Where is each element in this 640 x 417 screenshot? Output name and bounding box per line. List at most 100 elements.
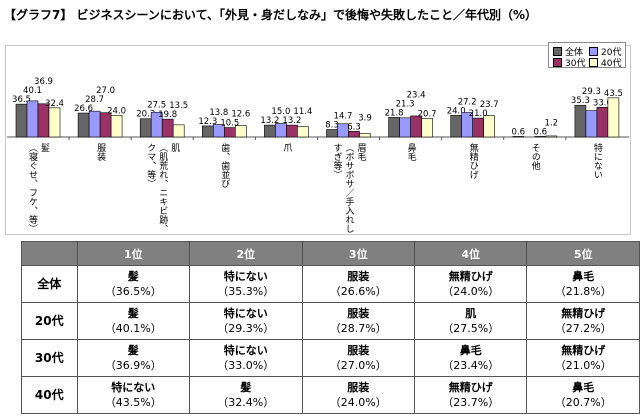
data-label: 27.2 (458, 97, 477, 107)
table-row: 40代 特にない （43.5%） 髪 （32.4%） 服装 （24.0%） 無精ひげ （23.7… (21, 376, 640, 414)
bar (297, 126, 309, 138)
item-percent: （35.3%） (217, 285, 275, 298)
data-label: 23.7 (480, 100, 499, 110)
column-header: 5位 (526, 241, 640, 266)
category-label: 歯、歯並び (218, 143, 230, 235)
rank-cell: 無精ひげ （24.0%） (413, 265, 528, 303)
legend: 全体 20代 30代 40代 (548, 42, 626, 69)
bar (574, 104, 587, 138)
legend-label: 20代 (601, 48, 622, 58)
rank-cell: 髪 （32.4%） (189, 376, 303, 414)
bar (326, 129, 338, 138)
data-label: 11.4 (293, 107, 312, 117)
item-percent: （24.0%） (329, 396, 387, 409)
data-label: 6.3 (347, 122, 361, 132)
table-row: 20代 髪 （40.1%） 特にない （29.3%） 服装 （28.7%） 肌 （27.5%） 無… (21, 302, 640, 340)
rank-cell: 服装 （24.0%） (301, 376, 416, 414)
item-name: 肌 (465, 307, 477, 320)
legend-item: 20代 (589, 45, 621, 58)
item-name: 無精ひげ (561, 307, 606, 320)
bar (15, 103, 28, 138)
data-label: 24.0 (107, 106, 126, 116)
bar (512, 136, 525, 138)
data-label: 29.3 (582, 87, 601, 97)
bar (139, 118, 152, 138)
category-main: その他 (529, 143, 540, 170)
bar (483, 115, 496, 138)
bar (264, 124, 276, 138)
data-label: 40.1 (23, 86, 42, 96)
item-name: 特にない (223, 270, 268, 283)
item-name: 髪 (127, 270, 139, 283)
item-name: 服装 (347, 344, 370, 357)
column-header: 2位 (189, 241, 303, 266)
data-label: 8.3 (325, 121, 339, 131)
item-percent: （20.7%） (554, 396, 612, 409)
bar-chart: 36.540.136.9 32.4 26.628.727.0 24.0 20.327.5… (7, 77, 629, 140)
bar (450, 115, 463, 138)
legend-label: 40代 (601, 59, 622, 69)
category-main: 歯、歯並び (219, 143, 230, 188)
bar (388, 117, 400, 138)
category-sub: （肌荒れ、ニキビ跡、クマ、等） (145, 143, 168, 233)
category-label: 特にない (591, 143, 603, 235)
bar (585, 110, 598, 138)
category-label: 無精ひげ (467, 143, 479, 235)
bar (359, 133, 371, 138)
category-sub: （ボサボサ／手入れしすぎ等） (331, 143, 354, 233)
data-label: 43.5 (604, 89, 623, 99)
category-main: 肌 (169, 143, 180, 152)
rank-cell: 服装 （26.6%） (301, 265, 416, 303)
bar (88, 110, 101, 138)
data-label: 27.0 (96, 86, 115, 96)
data-label: 36.9 (34, 77, 53, 87)
category-main: 特にない (591, 143, 602, 179)
legend-swatch (553, 47, 562, 56)
data-label: 15.0 (271, 107, 290, 117)
bar (202, 125, 214, 138)
legend-swatch (589, 47, 598, 56)
item-name: 服装 (347, 307, 370, 320)
item-name: 無精ひげ (561, 344, 606, 357)
column-header: 4位 (413, 241, 528, 266)
bar (77, 112, 90, 138)
item-name: 特にない (223, 344, 268, 357)
item-name: 鼻毛 (572, 381, 595, 394)
rank-cell: 髪 （40.1%） (76, 302, 191, 340)
item-percent: （27.2%） (554, 322, 612, 335)
data-label: 21.8 (385, 108, 404, 118)
item-name: 特にない (223, 307, 268, 320)
column-header: 3位 (301, 241, 416, 266)
bar (172, 124, 185, 138)
table-header: 1位 2位 3位 4位 5位 (21, 241, 640, 266)
category-label: 肌（肌荒れ、ニキビ跡、クマ、等） (144, 143, 180, 235)
item-name: 髪 (127, 307, 139, 320)
item-percent: （36.5%） (104, 285, 162, 298)
bar (545, 135, 558, 138)
ranking-table: 1位 2位 3位 4位 5位 全体髪（36.5%） 特にない （35.3%） 服装 （26.6%… (21, 241, 640, 414)
data-label: 13.8 (209, 108, 228, 118)
row-header: 20代 (21, 302, 78, 340)
item-percent: （27.0%） (329, 359, 387, 372)
row-header: 30代 (21, 339, 78, 377)
row-header: 全体 (21, 265, 78, 303)
category-sub: （寝ぐせ、フケ、等） (27, 143, 37, 233)
rank-cell: 肌 （27.5%） (413, 302, 528, 340)
rank-cell: 特にない （33.0%） (189, 339, 303, 377)
legend-swatch (553, 58, 562, 67)
rank-cell: 特にない （43.5%） (76, 376, 191, 414)
bar (596, 107, 609, 138)
data-label: 13.5 (169, 101, 188, 111)
bar (286, 124, 298, 138)
item-percent: （36.9%） (104, 359, 162, 372)
category-main: 無精ひげ (467, 143, 478, 179)
data-label: 12.6 (231, 110, 250, 120)
bar (110, 115, 123, 138)
legend-label: 30代 (565, 59, 586, 69)
rank-cell: 無精ひげ （21.0%） (526, 339, 640, 377)
rank-cell: 無精ひげ （23.7%） (413, 376, 528, 414)
data-label: 13.2 (282, 116, 301, 126)
category-main: 眉毛 (355, 143, 366, 161)
rank-cell: 髪 （36.5%） (76, 265, 191, 303)
item-name: 服装 (347, 381, 370, 394)
